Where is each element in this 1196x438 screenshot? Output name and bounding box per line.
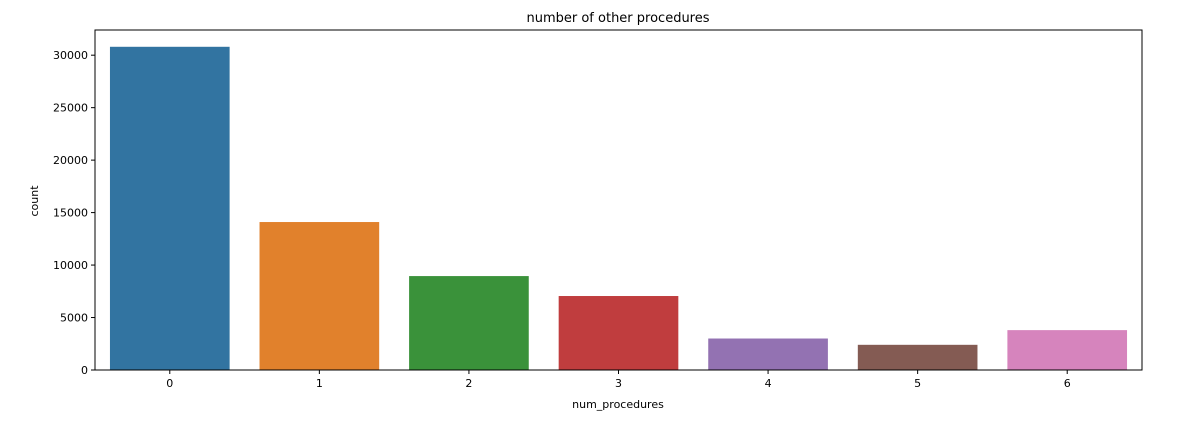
bar-6 (1007, 330, 1128, 370)
y-tick-label: 10000 (53, 259, 88, 272)
y-tick-label: 15000 (53, 207, 88, 220)
y-axis-label: count (28, 185, 41, 217)
bar-5 (857, 344, 978, 370)
bar-3 (558, 296, 679, 370)
y-tick-label: 5000 (60, 312, 88, 325)
x-tick-label: 4 (765, 377, 772, 390)
y-tick-label: 25000 (53, 102, 88, 115)
bars-group (109, 46, 1128, 370)
x-tick-label: 3 (615, 377, 622, 390)
chart-title: number of other procedures (526, 11, 709, 26)
plot-frame (94, 29, 1143, 371)
x-tick-label: 1 (316, 377, 323, 390)
x-tick-label: 0 (166, 377, 173, 390)
bar-4 (708, 338, 828, 370)
y-tick-label: 0 (81, 364, 88, 377)
y-tick-label: 30000 (53, 49, 88, 62)
x-tick-label: 5 (914, 377, 921, 390)
x-axis: 0 1 2 3 4 5 6 (166, 370, 1071, 390)
bar-1 (259, 222, 380, 370)
x-tick-label: 2 (465, 377, 472, 390)
x-tick-label: 6 (1064, 377, 1071, 390)
bar-2 (409, 276, 529, 370)
y-axis: 0 5000 10000 15000 20000 25000 30000 (53, 49, 95, 377)
bar-0 (109, 46, 230, 370)
x-axis-label: num_procedures (572, 398, 664, 411)
y-tick-label: 20000 (53, 154, 88, 167)
